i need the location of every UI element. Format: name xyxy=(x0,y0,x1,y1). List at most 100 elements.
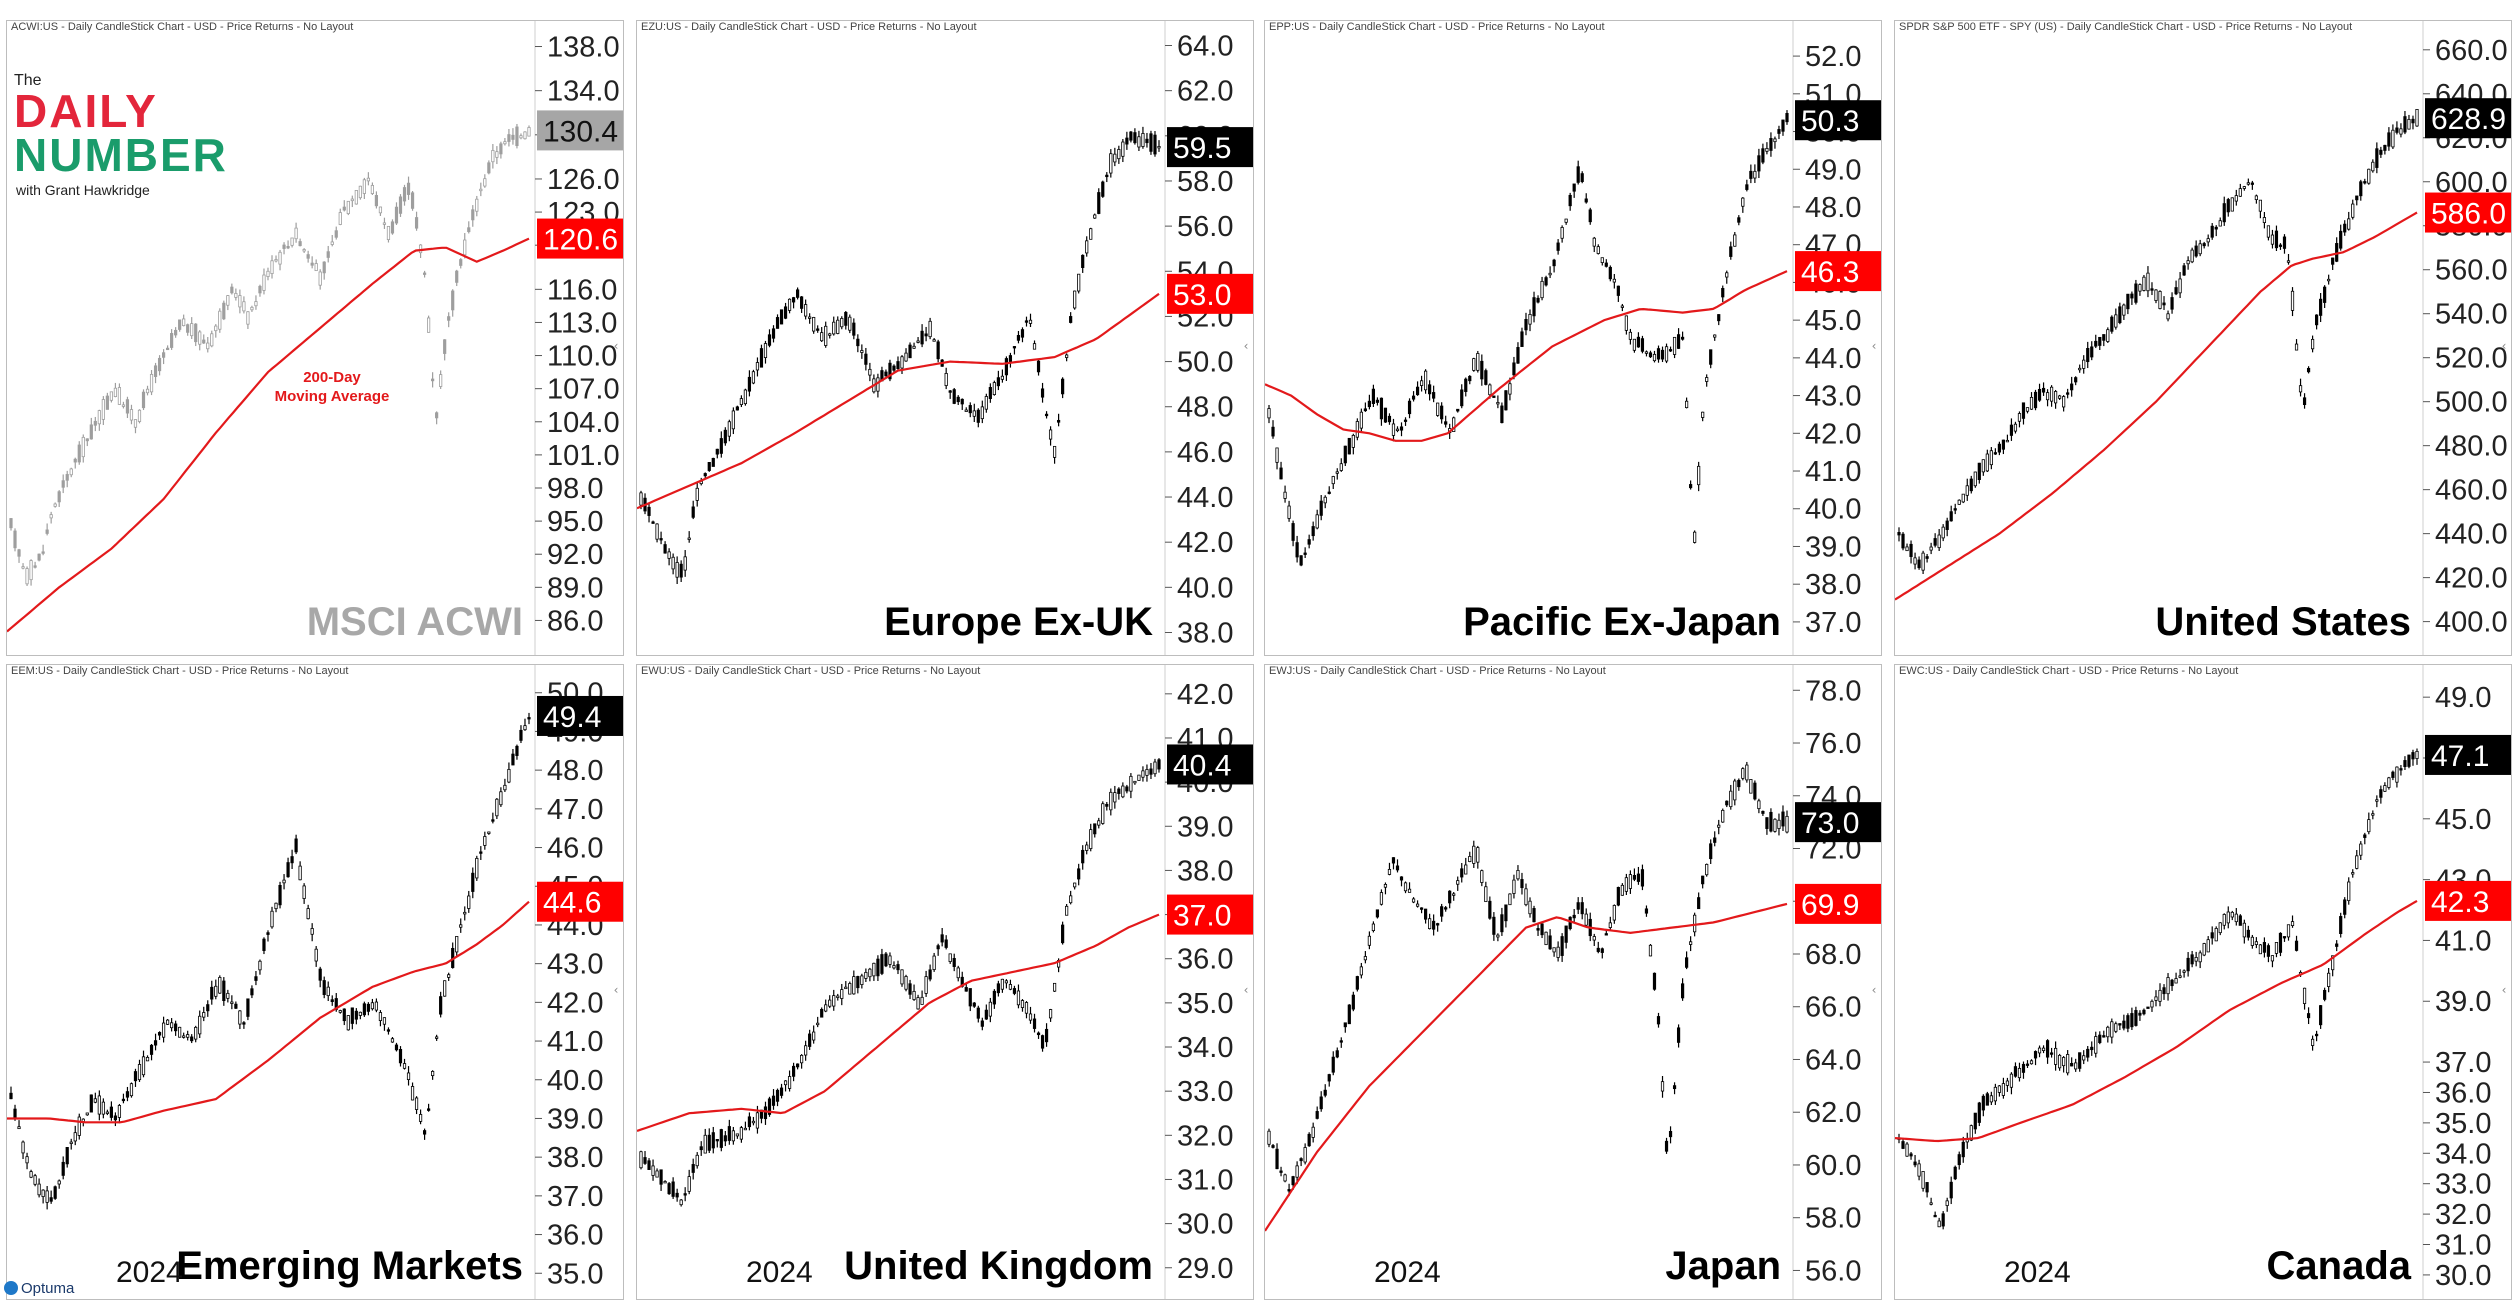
ma-value: 69.9 xyxy=(1801,889,1859,922)
candle-body xyxy=(1973,1112,1977,1130)
candle-body xyxy=(1012,988,1017,994)
candle-body xyxy=(775,1089,780,1102)
candle-body xyxy=(1073,290,1077,309)
candle-body xyxy=(57,491,61,503)
candle-body xyxy=(230,1001,234,1004)
candle-body xyxy=(1028,1013,1033,1021)
candle-body xyxy=(1347,437,1351,455)
y-tick-label: 41.0 xyxy=(1805,456,1861,488)
candle-body xyxy=(1652,353,1657,362)
candle-body xyxy=(1933,1214,1937,1218)
candle-body xyxy=(1149,768,1153,775)
ma-value: 120.6 xyxy=(543,224,618,257)
candle-body xyxy=(1697,897,1701,910)
candle-body xyxy=(1452,417,1456,432)
candle-body xyxy=(398,196,403,214)
candle-body xyxy=(1612,278,1616,283)
candle-body xyxy=(1957,499,1961,505)
candle-body xyxy=(1129,775,1133,792)
candle-body xyxy=(1628,331,1632,340)
candle-body xyxy=(390,1038,395,1043)
candle-body xyxy=(659,538,663,541)
scroll-handle-icon[interactable]: ‹ xyxy=(2501,339,2507,353)
candle-body xyxy=(2146,1006,2150,1009)
candle-body xyxy=(1395,865,1400,871)
candle-body xyxy=(1101,803,1105,824)
candle-body xyxy=(2045,1040,2050,1058)
candle-body xyxy=(1093,214,1097,219)
scroll-handle-icon[interactable]: ‹ xyxy=(2501,983,2507,997)
chart-header: EZU:US - Daily CandleStick Chart - USD -… xyxy=(641,21,977,33)
daily-number-logo: The DAILY NUMBER with Grant Hawkridge xyxy=(12,72,252,212)
candle-body xyxy=(1283,491,1287,499)
candle-body xyxy=(65,1147,69,1165)
last-price-tag xyxy=(1795,802,1881,843)
candle-body xyxy=(386,225,391,241)
candle-body xyxy=(1081,849,1085,864)
candle-body xyxy=(431,1071,435,1077)
scroll-handle-icon[interactable]: ‹ xyxy=(1871,339,1877,353)
candle-body xyxy=(1592,936,1596,941)
candle-body xyxy=(402,187,407,202)
y-tick-label: 37.0 xyxy=(1805,607,1861,639)
candle-body xyxy=(246,998,250,1017)
candle-body xyxy=(824,325,828,346)
candle-body xyxy=(1913,1161,1917,1166)
candle-body xyxy=(759,348,764,368)
candle-body xyxy=(1452,893,1456,896)
candle-body xyxy=(1997,443,2001,453)
candle-body xyxy=(1476,353,1480,371)
candle-body xyxy=(374,1001,379,1011)
candle-body xyxy=(1125,137,1129,145)
candle-body xyxy=(503,784,507,791)
candle-body xyxy=(924,976,928,994)
candle-body xyxy=(679,1199,683,1206)
candle-body xyxy=(1069,895,1073,904)
candle-body xyxy=(1343,1022,1347,1028)
candle-body xyxy=(1399,426,1404,431)
candle-body xyxy=(25,568,29,585)
candle-body xyxy=(791,297,796,303)
y-tick-label: 41.0 xyxy=(2435,925,2491,957)
candle-body xyxy=(302,885,306,899)
scroll-handle-icon[interactable]: ‹ xyxy=(1871,983,1877,997)
candle-body xyxy=(1153,134,1157,155)
candle-body xyxy=(2327,972,2331,987)
candle-body xyxy=(2266,945,2271,957)
candle-body xyxy=(2323,989,2327,1000)
candle-body xyxy=(1693,914,1697,933)
chart-header: EWC:US - Daily CandleStick Chart - USD -… xyxy=(1899,665,2239,677)
scroll-handle-icon[interactable]: ‹ xyxy=(1243,983,1249,997)
candle-body xyxy=(1933,538,1937,546)
scroll-handle-icon[interactable]: ‹ xyxy=(1243,339,1249,353)
candle-body xyxy=(687,1176,691,1192)
ma-value-tag xyxy=(537,218,623,259)
candle-body xyxy=(282,244,286,249)
candle-body xyxy=(1929,1202,1933,1205)
candle-body xyxy=(976,409,980,423)
chart-svg: 38.040.042.044.046.048.050.052.054.056.0… xyxy=(637,21,1253,655)
candle-body xyxy=(1157,146,1161,149)
candles xyxy=(1897,748,2419,1230)
candle-body xyxy=(956,967,960,979)
candle-body xyxy=(1757,800,1761,810)
scroll-handle-icon[interactable]: ‹ xyxy=(613,983,619,997)
candle-body xyxy=(1020,329,1025,338)
candle-body xyxy=(77,444,81,463)
y-tick-label: 107.0 xyxy=(547,374,620,406)
scroll-handle-icon[interactable]: ‹ xyxy=(613,339,619,353)
candle-body xyxy=(856,976,860,989)
y-tick-label: 30.0 xyxy=(1177,1209,1233,1241)
candle-body xyxy=(2411,752,2415,760)
candle-body xyxy=(980,1020,984,1027)
candle-body xyxy=(1717,314,1721,322)
y-tick-label: 34.0 xyxy=(1177,1032,1233,1064)
candle-body xyxy=(1480,360,1484,380)
optuma-logo-icon xyxy=(4,1281,18,1295)
candle-body xyxy=(507,134,511,142)
y-tick-label: 37.0 xyxy=(2435,1047,2491,1079)
candle-body xyxy=(1640,338,1645,352)
candle-body xyxy=(2102,334,2106,341)
last-price-value: 59.5 xyxy=(1173,132,1231,165)
last-price-tag xyxy=(1167,127,1253,168)
